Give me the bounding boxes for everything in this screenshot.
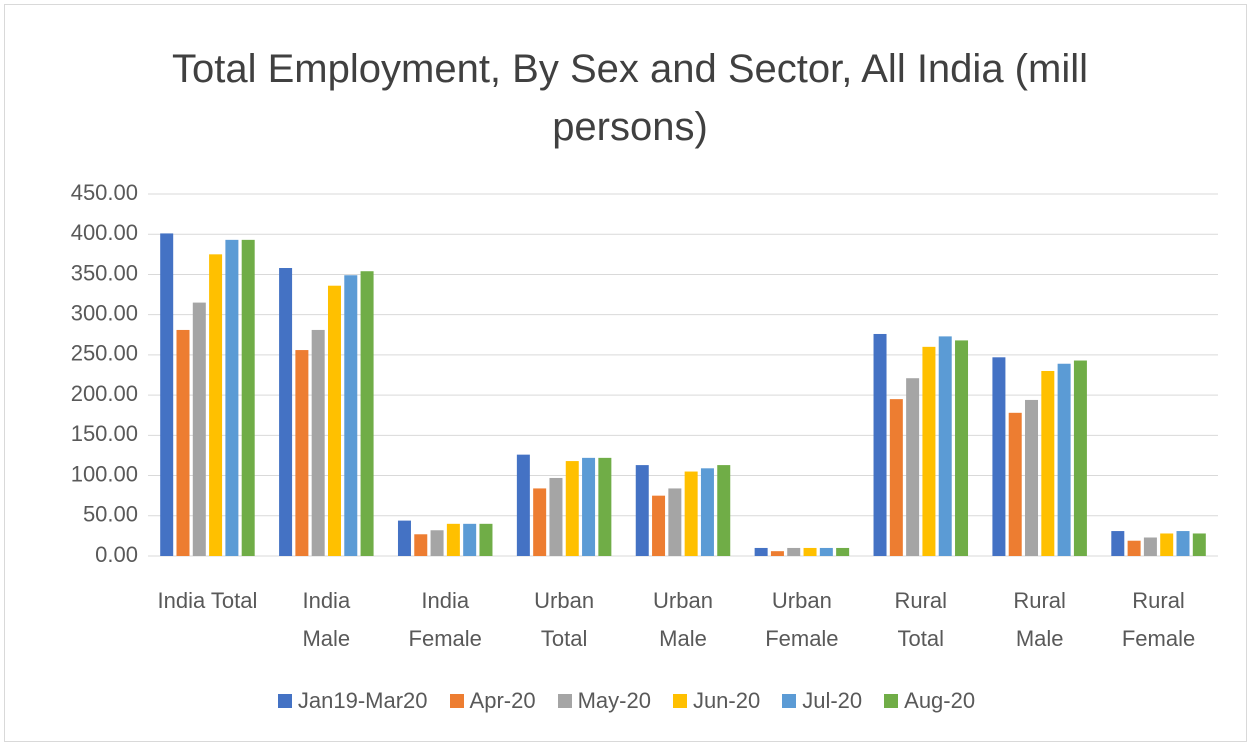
- x-tick-label: Rural Female: [1121, 588, 1196, 651]
- legend-item: Apr-20: [449, 688, 536, 714]
- bar: [463, 523, 477, 556]
- bar: [397, 520, 411, 556]
- bar: [635, 465, 649, 556]
- bar: [1111, 531, 1125, 556]
- bar: [717, 465, 731, 556]
- bar: [922, 346, 936, 556]
- legend-label: Aug-20: [904, 688, 976, 713]
- y-tick-label: 250.00: [71, 341, 138, 366]
- x-tick-label: India Male: [302, 588, 351, 651]
- bar: [430, 530, 444, 556]
- legend-swatch: [672, 694, 687, 708]
- legend-label: May-20: [577, 688, 651, 713]
- bar: [668, 488, 682, 556]
- bar: [225, 239, 239, 556]
- bar: [311, 329, 325, 556]
- bar: [209, 254, 223, 557]
- bar: [1143, 537, 1157, 556]
- bar: [770, 551, 784, 556]
- y-tick-label: 50.00: [83, 502, 138, 527]
- bar: [889, 399, 903, 556]
- bar: [479, 523, 493, 556]
- chart-title: Total Employment, By Sex and Sector, All…: [172, 47, 1088, 149]
- legend-swatch: [884, 694, 899, 708]
- legend-item: Jul-20: [782, 688, 862, 714]
- legend: Jan19-Mar20 Apr-20 May-20 Jun-20 Jul-20 Aug-2…: [0, 688, 1253, 714]
- bar: [1057, 363, 1071, 556]
- bar: [1041, 370, 1055, 556]
- y-tick-label: 400.00: [71, 220, 138, 245]
- bar: [906, 378, 920, 556]
- bar: [598, 457, 612, 556]
- bar: [819, 547, 833, 556]
- bar: [279, 268, 293, 556]
- legend-label: Jul-20: [802, 688, 863, 713]
- bar: [684, 471, 698, 556]
- y-tick-label: 0.00: [95, 542, 138, 567]
- y-tick-label: 450.00: [71, 180, 138, 205]
- bar: [414, 534, 428, 556]
- y-tick-label: 100.00: [71, 461, 138, 486]
- bar: [176, 329, 190, 556]
- bar: [803, 547, 817, 556]
- bar: [192, 302, 206, 556]
- bar: [955, 340, 969, 556]
- x-tick-label: India Female: [408, 588, 482, 651]
- bar: [160, 233, 174, 556]
- bar: [1008, 412, 1022, 556]
- bar: [1025, 399, 1039, 556]
- bar: [836, 547, 850, 556]
- x-tick-label: Urban Total: [534, 588, 595, 651]
- bar: [360, 271, 374, 556]
- legend-swatch: [782, 694, 797, 708]
- legend-item: Jan19-Mar20: [277, 688, 428, 714]
- y-tick-label: 350.00: [71, 260, 138, 285]
- bar: [446, 523, 460, 556]
- legend-label: Apr-20: [469, 688, 536, 713]
- legend-item: Jun-20: [672, 688, 761, 714]
- legend-label: Jun-20: [692, 688, 761, 713]
- bar: [938, 336, 952, 556]
- bar: [565, 461, 579, 556]
- bar: [295, 350, 309, 556]
- x-tick-label: Rural Total: [894, 588, 948, 651]
- legend-label: Jan19-Mar20: [297, 688, 428, 713]
- x-tick-label: Urban Female: [765, 588, 839, 651]
- bar: [873, 333, 887, 556]
- y-tick-label: 300.00: [71, 300, 138, 325]
- bar: [344, 275, 358, 556]
- bar: [549, 477, 563, 556]
- bar: [1192, 533, 1206, 556]
- x-tick-label: India Total: [157, 588, 258, 613]
- bar: [1073, 360, 1087, 556]
- legend-item: May-20: [557, 688, 651, 714]
- bar: [652, 495, 666, 556]
- legend-swatch: [557, 694, 572, 708]
- bar: [700, 468, 714, 556]
- y-tick-label: 150.00: [71, 421, 138, 446]
- bar: [1160, 533, 1174, 556]
- legend-swatch: [449, 694, 464, 708]
- x-tick-label: Urban Male: [653, 588, 713, 651]
- y-tick-label: 200.00: [71, 381, 138, 406]
- bar: [516, 454, 530, 556]
- bar: [1176, 531, 1190, 556]
- bar: [582, 457, 596, 556]
- legend-swatch: [277, 694, 292, 708]
- x-tick-label: Rural Male: [1013, 588, 1066, 651]
- bar: [754, 547, 768, 556]
- bar: [1127, 540, 1141, 556]
- bar: [992, 357, 1006, 556]
- bar: [787, 547, 801, 556]
- chart-border: [4, 4, 1247, 742]
- bar: [533, 488, 547, 556]
- bar: [241, 239, 255, 556]
- legend-item: Aug-20: [884, 688, 975, 714]
- bar: [327, 285, 341, 556]
